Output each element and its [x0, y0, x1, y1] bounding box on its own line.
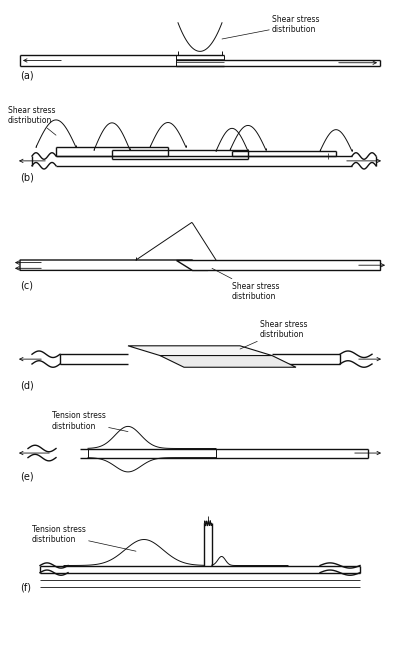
Polygon shape: [20, 260, 208, 270]
Text: Shear stress
distribution: Shear stress distribution: [240, 320, 308, 349]
Text: (f): (f): [20, 583, 31, 593]
Text: Tension stress
distribution: Tension stress distribution: [52, 411, 128, 432]
Text: Tension stress
distribution: Tension stress distribution: [32, 525, 136, 551]
Polygon shape: [128, 346, 272, 356]
Polygon shape: [176, 260, 380, 270]
Text: (c): (c): [20, 281, 33, 291]
Polygon shape: [160, 356, 296, 367]
Text: (d): (d): [20, 381, 34, 391]
Text: (a): (a): [20, 71, 34, 81]
Text: Shear stress
distribution: Shear stress distribution: [8, 106, 56, 135]
Text: (b): (b): [20, 172, 34, 182]
Text: Shear stress
distribution: Shear stress distribution: [222, 15, 320, 39]
Text: Shear stress
distribution: Shear stress distribution: [212, 268, 280, 301]
Text: (e): (e): [20, 471, 34, 481]
